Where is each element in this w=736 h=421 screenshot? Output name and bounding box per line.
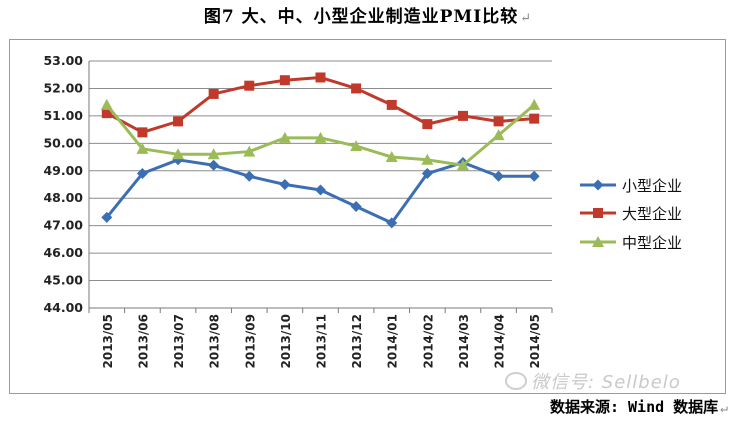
- data-point-series-0: [208, 159, 220, 171]
- data-point-series-1: [173, 116, 184, 127]
- data-point-series-0: [279, 179, 291, 190]
- x-tick-label: 2013/05: [101, 314, 115, 368]
- data-point-series-2: [207, 148, 220, 160]
- chart-title-text: 图7 大、中、小型企业制造业PMI比较: [203, 7, 519, 27]
- data-point-series-0: [315, 184, 326, 196]
- x-tick-label: 2013/06: [136, 314, 150, 368]
- y-tick-label: 50.00: [43, 135, 83, 150]
- y-tick-label: 49.00: [43, 163, 83, 178]
- return-mark: ↵: [520, 11, 533, 26]
- return-mark-source: ↵: [720, 401, 728, 416]
- x-tick-label: 2014/04: [493, 314, 507, 368]
- data-point-series-0: [528, 170, 540, 182]
- data-point-series-0: [386, 217, 398, 229]
- legend-label-1: 大型企业: [622, 205, 682, 223]
- data-point-series-2: [100, 98, 113, 110]
- data-point-series-0: [101, 211, 113, 223]
- data-point-series-0: [350, 200, 362, 212]
- x-tick-label: 2013/08: [208, 314, 222, 368]
- x-tick-label: 2013/09: [243, 314, 257, 368]
- legend-marker-2: [592, 236, 604, 247]
- legend-marker-0: [592, 179, 604, 191]
- data-point-series-2: [243, 145, 256, 157]
- data-point-series-1: [244, 80, 255, 91]
- data-point-series-1: [457, 110, 468, 121]
- x-tick-label: 2013/07: [172, 314, 186, 368]
- data-point-series-1: [422, 119, 433, 130]
- y-tick-label: 44.00: [43, 300, 83, 315]
- legend-marker-1: [593, 208, 603, 218]
- legend-label-0: 小型企业: [622, 177, 682, 195]
- data-point-series-2: [421, 153, 434, 165]
- legend-label-2: 中型企业: [622, 234, 682, 252]
- watermark-text: 微信号: Sellbelo: [531, 372, 681, 393]
- data-point-series-2: [456, 159, 469, 171]
- data-point-series-2: [314, 131, 327, 143]
- data-point-series-1: [279, 75, 290, 86]
- x-tick-label: 2013/12: [350, 314, 364, 368]
- y-tick-label: 51.00: [43, 108, 83, 123]
- y-tick-label: 52.00: [43, 80, 83, 95]
- x-tick-label: 2014/02: [421, 314, 435, 368]
- y-tick-label: 53.00: [43, 53, 83, 68]
- y-tick-label: 48.00: [43, 190, 83, 205]
- data-point-series-2: [278, 131, 291, 143]
- x-tick-label: 2014/01: [386, 314, 400, 368]
- x-tick-label: 2014/03: [457, 314, 471, 368]
- data-source: 数据来源: Wind 数据库 ↵: [550, 396, 728, 417]
- x-tick-label: 2013/11: [315, 314, 329, 368]
- watermark: 微信号: Sellbelo: [505, 368, 681, 394]
- series-line-1: [106, 75, 535, 134]
- x-tick-label: 2013/10: [279, 314, 293, 368]
- data-point-series-2: [136, 142, 149, 154]
- data-point-series-1: [386, 99, 397, 110]
- data-point-series-1: [351, 83, 362, 94]
- chart-title: 图7 大、中、小型企业制造业PMI比较 ↵: [0, 2, 736, 27]
- y-tick-label: 47.00: [43, 218, 83, 233]
- data-point-series-0: [421, 168, 433, 180]
- data-point-series-1: [208, 88, 219, 99]
- data-point-series-2: [492, 129, 505, 141]
- x-tick-label: 2014/05: [528, 314, 542, 368]
- data-point-series-1: [137, 127, 148, 138]
- data-point-series-2: [172, 148, 185, 160]
- data-point-series-1: [101, 108, 112, 119]
- chart-frame: [9, 39, 726, 394]
- data-point-series-0: [243, 170, 255, 182]
- data-point-series-0: [493, 170, 505, 182]
- data-point-series-1: [529, 113, 540, 124]
- data-point-series-2: [350, 140, 363, 152]
- y-tick-label: 45.00: [43, 273, 83, 288]
- data-point-series-1: [315, 72, 326, 83]
- data-point-series-0: [136, 168, 148, 180]
- data-source-text: 数据来源: Wind 数据库: [549, 398, 719, 416]
- data-point-series-2: [385, 151, 398, 163]
- data-point-series-2: [528, 98, 541, 110]
- data-point-series-1: [493, 116, 504, 127]
- wechat-icon: [505, 372, 527, 390]
- y-tick-label: 46.00: [43, 245, 83, 260]
